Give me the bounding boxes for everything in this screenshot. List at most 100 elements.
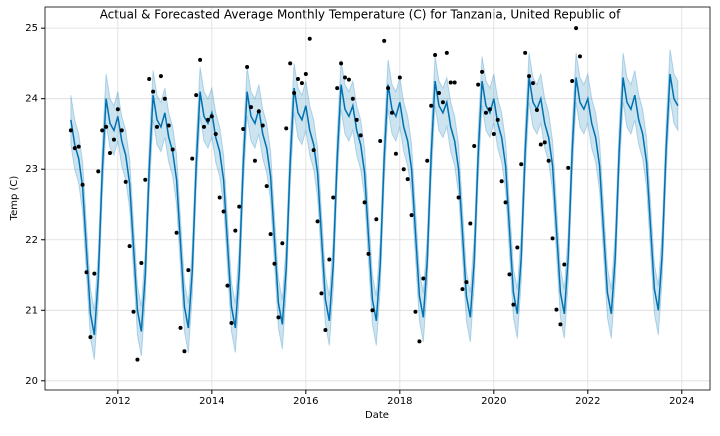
data-point (190, 156, 195, 161)
data-point (570, 79, 575, 84)
data-point (515, 245, 520, 250)
data-point (327, 257, 332, 262)
data-point (546, 158, 551, 163)
data-point (213, 131, 218, 136)
data-point (217, 195, 222, 200)
data-point (272, 261, 277, 266)
data-point (178, 325, 183, 330)
data-point (135, 357, 140, 362)
x-tick-label: 2016 (293, 396, 318, 407)
data-point (280, 241, 285, 246)
data-point (80, 182, 85, 187)
chart-title: Actual & Forecasted Average Monthly Temp… (100, 8, 621, 22)
data-point (88, 335, 93, 340)
data-point (276, 315, 281, 320)
data-point (92, 271, 97, 276)
data-point (421, 276, 426, 281)
y-tick-label: 21 (25, 305, 38, 316)
data-point (425, 158, 430, 163)
y-tick-label: 20 (25, 376, 38, 387)
data-point (315, 219, 320, 224)
data-point (397, 75, 402, 80)
data-point (495, 117, 500, 122)
data-point (229, 320, 234, 325)
data-point (460, 287, 465, 292)
data-point (96, 169, 101, 174)
x-axis-label: Date (365, 410, 389, 421)
data-point (201, 124, 206, 129)
data-point (205, 117, 210, 122)
data-point (264, 184, 269, 189)
data-point (100, 128, 105, 133)
data-point (468, 221, 473, 226)
data-point (499, 179, 504, 184)
data-point (401, 167, 406, 172)
data-point (68, 128, 73, 133)
y-axis-label: Temp (C) (9, 176, 20, 222)
data-point (464, 280, 469, 285)
data-point (119, 128, 124, 133)
data-point (354, 117, 359, 122)
data-point (346, 77, 351, 82)
data-point (386, 86, 391, 91)
data-point (511, 302, 516, 307)
data-point (107, 151, 112, 156)
data-point (323, 328, 328, 333)
data-point (260, 123, 265, 128)
data-point (483, 110, 488, 115)
data-point (127, 244, 132, 249)
data-point (370, 308, 375, 313)
data-point (339, 61, 344, 66)
data-point (256, 109, 261, 114)
data-point (174, 230, 179, 235)
data-point (429, 103, 434, 108)
data-point (507, 272, 512, 277)
data-point (503, 200, 508, 205)
data-point (389, 110, 394, 115)
data-point (444, 50, 449, 55)
data-point (378, 139, 383, 144)
data-point (288, 61, 293, 66)
data-point (248, 105, 253, 110)
data-point (233, 228, 238, 233)
data-point (335, 86, 340, 91)
data-point (562, 262, 567, 267)
data-point (209, 114, 214, 119)
data-point (558, 322, 563, 327)
data-point (198, 57, 203, 62)
data-point (151, 89, 156, 94)
data-point (554, 307, 559, 312)
data-point (299, 81, 304, 86)
data-point (448, 80, 453, 85)
x-tick-label: 2018 (387, 396, 412, 407)
data-point (476, 82, 481, 87)
data-point (84, 270, 89, 275)
data-point (456, 195, 461, 200)
data-point (523, 50, 528, 55)
data-point (111, 137, 116, 142)
data-point (104, 124, 109, 129)
data-point (374, 217, 379, 222)
data-point (405, 177, 410, 182)
y-tick-label: 23 (25, 164, 38, 175)
data-point (139, 261, 144, 266)
data-point (538, 142, 543, 147)
data-point (542, 140, 547, 145)
data-point (252, 158, 257, 163)
data-point (491, 131, 496, 136)
data-point (366, 251, 371, 256)
y-tick-label: 22 (25, 235, 38, 246)
data-point (123, 179, 128, 184)
data-point (292, 91, 297, 96)
data-point (417, 339, 422, 344)
data-point (303, 72, 308, 77)
data-point (534, 107, 539, 112)
data-point (409, 213, 414, 218)
data-point (358, 133, 363, 138)
data-point (530, 81, 535, 86)
data-point (158, 74, 163, 79)
data-point (221, 209, 226, 214)
data-point (162, 96, 167, 101)
data-point (311, 148, 316, 153)
data-point (245, 64, 250, 69)
